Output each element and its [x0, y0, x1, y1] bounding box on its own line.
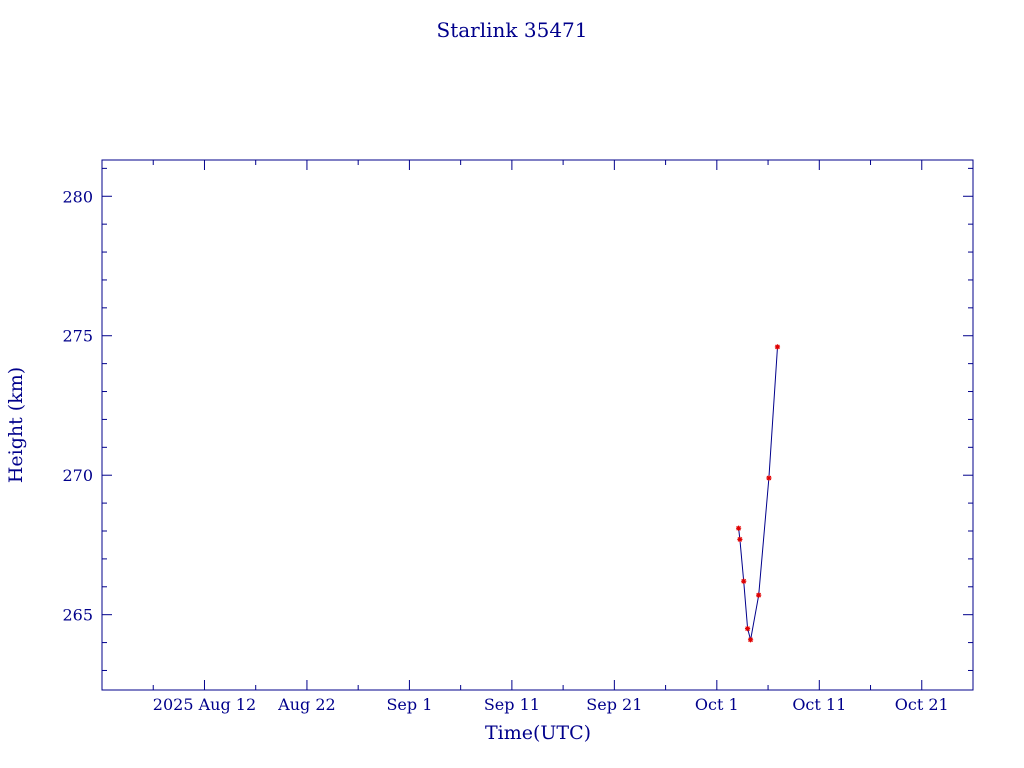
x-tick-label: Oct 1	[695, 695, 739, 714]
data-point	[747, 637, 754, 643]
x-tick-label: Oct 11	[792, 695, 846, 714]
data-point	[737, 536, 743, 542]
series-group	[735, 344, 781, 643]
series-line	[738, 346, 778, 640]
data-point	[756, 592, 762, 598]
x-axis-label: Time(UTC)	[485, 722, 591, 744]
x-tick-label: 2025 Aug 12	[153, 695, 256, 714]
x-tick-label: Sep 11	[484, 695, 540, 714]
y-tick-label: 265	[62, 606, 93, 625]
data-point	[735, 525, 742, 531]
x-tick-label: Oct 21	[895, 695, 949, 714]
y-tick-label: 275	[62, 327, 93, 346]
y-tick-label: 280	[62, 187, 93, 206]
x-tick-label: Sep 1	[386, 695, 432, 714]
data-point	[766, 475, 772, 481]
chart-title: Starlink 35471	[437, 18, 588, 42]
y-axis-label: Height (km)	[5, 367, 27, 483]
x-tick-label: Sep 21	[586, 695, 642, 714]
x-tick-labels: 2025 Aug 12 Aug 22 Sep 1 Sep 11 Sep 21 Oct 1 O…	[153, 695, 949, 714]
y-tick-labels: 265 270 275 280	[62, 187, 93, 624]
axis-ticks	[102, 160, 974, 690]
x-tick-label: Aug 22	[277, 695, 336, 714]
data-point	[774, 344, 781, 350]
data-point	[741, 578, 747, 584]
y-tick-label: 270	[62, 466, 93, 485]
plot-frame	[101, 159, 974, 691]
data-point	[744, 626, 751, 632]
